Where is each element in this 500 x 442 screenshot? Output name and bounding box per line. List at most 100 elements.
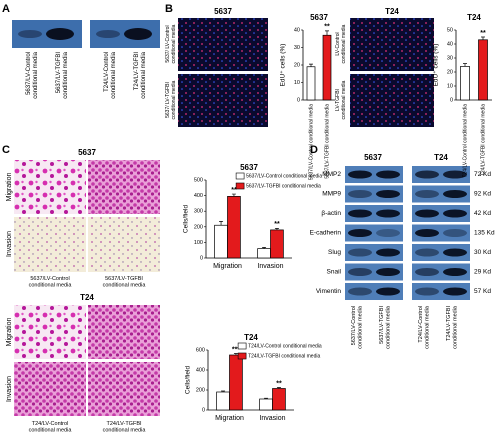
- band: [443, 229, 467, 237]
- significance: **: [274, 221, 280, 228]
- band: [124, 28, 152, 40]
- blot: [412, 224, 470, 242]
- legend-swatch: [237, 342, 247, 350]
- band: [415, 190, 439, 198]
- blot-title: T24: [434, 153, 448, 162]
- x-tick-label: Migration: [213, 263, 242, 270]
- bar: [478, 39, 488, 101]
- band: [348, 209, 372, 218]
- y-tick-label: 40: [447, 41, 453, 47]
- bar: [306, 66, 316, 101]
- blot: [345, 283, 403, 300]
- sample-label: 5637/LV-Controlconditional media: [26, 51, 39, 98]
- legend-swatch: [235, 182, 245, 190]
- image-title: T24: [385, 7, 399, 16]
- band: [348, 170, 372, 179]
- image-title: T24: [80, 293, 94, 302]
- band: [443, 209, 467, 218]
- micrographs: [14, 18, 434, 416]
- blot-title: 5637: [364, 153, 382, 162]
- bar: [460, 66, 470, 101]
- error-bar: [233, 353, 238, 355]
- x-tick-label: 5637/LV-Control conditional media: [308, 104, 314, 180]
- invasion-image: [88, 362, 160, 416]
- weight-label: 42 Kd: [474, 210, 491, 217]
- band: [443, 268, 467, 276]
- panel-label: C: [2, 144, 10, 156]
- bar: [257, 248, 271, 259]
- sample-label-line: conditional media: [29, 428, 73, 434]
- protein-label: Snail: [327, 269, 342, 276]
- error-bar: [463, 63, 467, 67]
- y-tick-label: 50: [447, 27, 453, 33]
- error-bar: [262, 247, 267, 249]
- band: [376, 190, 400, 198]
- sample-label-line: conditional media: [341, 80, 347, 119]
- band: [443, 287, 467, 296]
- sample-label: LV-Controlconditional media: [335, 24, 347, 63]
- sample-label-line: 5637/LV-TGFBI: [56, 52, 62, 94]
- blot: [412, 244, 470, 261]
- error-bar: [219, 220, 224, 226]
- bar: [272, 388, 286, 411]
- sample-label-line: 5637/LV-Control: [26, 52, 32, 95]
- error-bar: [481, 36, 485, 40]
- sample-label-line: T24/LV-Control: [418, 306, 424, 343]
- y-tick-label: 0: [200, 255, 203, 261]
- bar: [322, 34, 332, 101]
- sample-label-line: conditional media: [171, 24, 177, 63]
- blot: [345, 185, 403, 203]
- blot: [412, 263, 470, 281]
- sample-label-line: conditional media: [141, 51, 147, 98]
- panel-label: D: [310, 144, 318, 156]
- sample-label-line: 5637/LV-Control: [351, 306, 357, 345]
- legend-label: 5637/LV-Control conditional media: [246, 173, 322, 179]
- band: [348, 190, 372, 198]
- significance: **: [324, 24, 330, 31]
- error-bar: [264, 397, 269, 399]
- band: [376, 268, 400, 276]
- migration-image: [88, 305, 160, 359]
- band: [348, 268, 372, 276]
- y-axis-label: Cells/field: [183, 205, 190, 234]
- band: [46, 28, 74, 40]
- image-title: 5637: [214, 7, 232, 16]
- migration-image: [14, 305, 86, 359]
- blot: [345, 263, 403, 281]
- band: [376, 209, 400, 218]
- bar: [216, 391, 230, 411]
- band: [415, 287, 439, 296]
- sample-label-line: T24/LV-TGFBI: [106, 421, 142, 427]
- sample-label-line: conditional media: [63, 51, 69, 98]
- band: [415, 229, 439, 237]
- sample-label-line: conditional media: [341, 24, 347, 63]
- protein-label: Vimentin: [316, 288, 342, 295]
- sample-label-line: LV-TGFBI: [335, 89, 341, 111]
- protein-label: Slug: [328, 249, 341, 256]
- migration-image: [14, 160, 86, 214]
- band: [348, 229, 372, 237]
- protein-label: E-cadherin: [310, 230, 342, 237]
- band: [348, 287, 372, 296]
- sample-label-line: conditional media: [29, 283, 73, 289]
- panel-label: B: [165, 3, 173, 15]
- sample-label-line: conditional media: [171, 80, 177, 119]
- legend-swatch: [235, 172, 245, 180]
- image-title: 5637: [78, 148, 96, 157]
- legend-label: 5637/LV-TGFBI conditional media: [246, 183, 321, 189]
- y-tick-label: 500: [194, 177, 203, 183]
- bar: [270, 229, 284, 259]
- chart-title: T24: [467, 13, 481, 22]
- sample-label-line: 5637/LV-Control: [30, 276, 69, 282]
- invasion-image: [88, 217, 160, 272]
- sample-label: 5637/LV-TGFBIconditional media: [379, 305, 392, 349]
- sample-label-line: T24/LV-TGFBI: [446, 306, 452, 342]
- blot: [345, 224, 403, 242]
- x-tick-label: T24/LV-Control conditional media: [462, 104, 468, 178]
- band: [443, 248, 467, 257]
- band: [96, 30, 120, 38]
- bar: [214, 224, 228, 259]
- row-label: Migration: [6, 318, 13, 347]
- sample-label: T24/LV-Controlconditional media: [418, 305, 431, 349]
- blot: [345, 166, 403, 183]
